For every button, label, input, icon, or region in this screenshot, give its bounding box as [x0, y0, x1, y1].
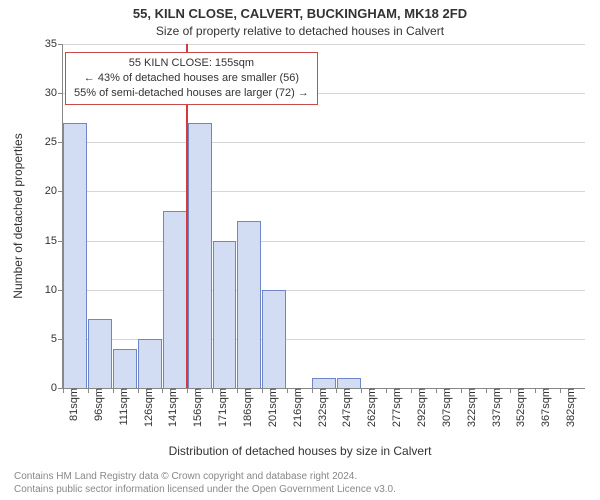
grid-line — [63, 290, 585, 291]
footer-attribution: Contains HM Land Registry data © Crown c… — [14, 471, 396, 496]
xtick-label: 352sqm — [513, 388, 527, 427]
xtick-mark — [510, 388, 511, 393]
xtick-mark — [461, 388, 462, 393]
xtick-label: 382sqm — [563, 388, 577, 427]
xtick-label: 292sqm — [414, 388, 428, 427]
ytick-label: 30 — [27, 87, 63, 99]
xtick-label: 171sqm — [215, 388, 229, 427]
xtick-mark — [535, 388, 536, 393]
ytick-label: 25 — [27, 136, 63, 148]
ytick-label: 0 — [27, 382, 63, 394]
x-axis-label: Distribution of detached houses by size … — [0, 444, 600, 458]
xtick-mark — [312, 388, 313, 393]
footer-line-1: Contains HM Land Registry data © Crown c… — [14, 471, 396, 484]
bar — [113, 349, 137, 388]
grid-line — [63, 44, 585, 45]
xtick-label: 111sqm — [116, 388, 130, 426]
bar — [138, 339, 162, 388]
bar — [63, 123, 87, 388]
xtick-label: 141sqm — [165, 388, 179, 427]
xtick-mark — [386, 388, 387, 393]
bar — [312, 378, 336, 388]
chart-container: 55, KILN CLOSE, CALVERT, BUCKINGHAM, MK1… — [0, 0, 600, 500]
xtick-label: 96sqm — [91, 388, 105, 421]
xtick-label: 126sqm — [141, 388, 155, 427]
chart-subtitle: Size of property relative to detached ho… — [0, 24, 600, 38]
xtick-label: 186sqm — [240, 388, 254, 427]
ytick-label: 15 — [27, 235, 63, 247]
ytick-label: 35 — [27, 38, 63, 50]
annotation-line: ← 43% of detached houses are smaller (56… — [74, 71, 309, 86]
annotation-box: 55 KILN CLOSE: 155sqm← 43% of detached h… — [65, 52, 318, 105]
xtick-label: 232sqm — [315, 388, 329, 427]
annotation-line: 55 KILN CLOSE: 155sqm — [74, 56, 309, 71]
xtick-label: 322sqm — [464, 388, 478, 427]
xtick-label: 277sqm — [389, 388, 403, 427]
ytick-label: 10 — [27, 284, 63, 296]
bar — [262, 290, 286, 388]
xtick-label: 307sqm — [439, 388, 453, 427]
annotation-line: 55% of semi-detached houses are larger (… — [74, 86, 309, 101]
footer-line-2: Contains public sector information licen… — [14, 484, 396, 497]
xtick-mark — [486, 388, 487, 393]
plot-area: 0510152025303581sqm96sqm111sqm126sqm141s… — [62, 44, 585, 389]
xtick-mark — [436, 388, 437, 393]
grid-line — [63, 142, 585, 143]
chart-title: 55, KILN CLOSE, CALVERT, BUCKINGHAM, MK1… — [0, 6, 600, 21]
xtick-mark — [187, 388, 188, 393]
grid-line — [63, 191, 585, 192]
ytick-label: 20 — [27, 185, 63, 197]
bar — [163, 211, 187, 388]
xtick-label: 216sqm — [290, 388, 304, 427]
xtick-mark — [361, 388, 362, 393]
xtick-mark — [411, 388, 412, 393]
xtick-mark — [138, 388, 139, 393]
xtick-label: 337sqm — [489, 388, 503, 427]
bar — [237, 221, 261, 388]
xtick-mark — [336, 388, 337, 393]
xtick-mark — [560, 388, 561, 393]
xtick-mark — [262, 388, 263, 393]
grid-line — [63, 241, 585, 242]
xtick-label: 81sqm — [66, 388, 80, 421]
xtick-mark — [63, 388, 64, 393]
bar — [188, 123, 212, 388]
y-axis-label: Number of detached properties — [11, 133, 25, 298]
xtick-mark — [237, 388, 238, 393]
xtick-mark — [162, 388, 163, 393]
xtick-mark — [88, 388, 89, 393]
xtick-mark — [212, 388, 213, 393]
bar — [337, 378, 361, 388]
xtick-label: 367sqm — [538, 388, 552, 427]
xtick-mark — [113, 388, 114, 393]
xtick-label: 262sqm — [364, 388, 378, 427]
xtick-label: 156sqm — [190, 388, 204, 427]
bar — [213, 241, 237, 388]
xtick-label: 201sqm — [265, 388, 279, 427]
ytick-label: 5 — [27, 333, 63, 345]
xtick-label: 247sqm — [339, 388, 353, 427]
bar — [88, 319, 112, 388]
xtick-mark — [287, 388, 288, 393]
